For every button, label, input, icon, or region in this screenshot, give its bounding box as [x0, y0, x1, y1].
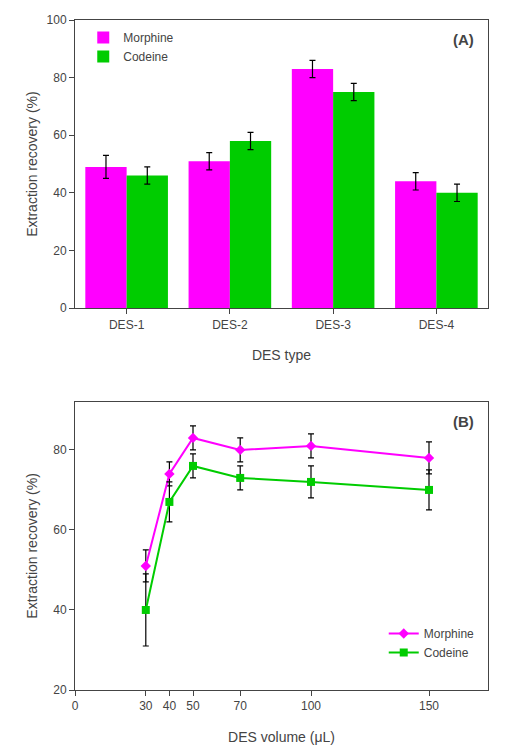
svg-text:Codeine: Codeine — [424, 646, 469, 660]
svg-text:DES volume (μL): DES volume (μL) — [228, 729, 335, 745]
svg-text:100: 100 — [301, 699, 321, 713]
svg-text:20: 20 — [53, 683, 67, 697]
svg-text:60: 60 — [53, 128, 67, 142]
svg-text:20: 20 — [53, 244, 67, 258]
svg-text:DES-2: DES-2 — [212, 318, 248, 332]
svg-text:(A): (A) — [453, 31, 474, 48]
svg-text:50: 50 — [186, 699, 200, 713]
svg-text:40: 40 — [53, 603, 67, 617]
svg-text:DES type: DES type — [252, 347, 311, 363]
svg-text:DES-4: DES-4 — [419, 318, 455, 332]
svg-text:40: 40 — [53, 186, 67, 200]
svg-text:0: 0 — [60, 301, 67, 315]
svg-text:100: 100 — [47, 13, 67, 27]
svg-text:Morphine: Morphine — [424, 627, 474, 641]
svg-text:(B): (B) — [453, 413, 474, 430]
svg-text:DES-3: DES-3 — [315, 318, 351, 332]
svg-text:0: 0 — [72, 699, 79, 713]
svg-text:Codeine: Codeine — [123, 50, 168, 64]
svg-text:150: 150 — [419, 699, 439, 713]
svg-text:80: 80 — [53, 443, 67, 457]
svg-text:30: 30 — [139, 699, 153, 713]
svg-text:60: 60 — [53, 523, 67, 537]
svg-text:80: 80 — [53, 71, 67, 85]
svg-text:70: 70 — [234, 699, 248, 713]
svg-text:DES-1: DES-1 — [109, 318, 145, 332]
svg-text:Extraction recovery (%): Extraction recovery (%) — [24, 91, 40, 236]
svg-text:Morphine: Morphine — [123, 31, 173, 45]
svg-text:40: 40 — [163, 699, 177, 713]
svg-text:Extraction recovery (%): Extraction recovery (%) — [24, 473, 40, 618]
